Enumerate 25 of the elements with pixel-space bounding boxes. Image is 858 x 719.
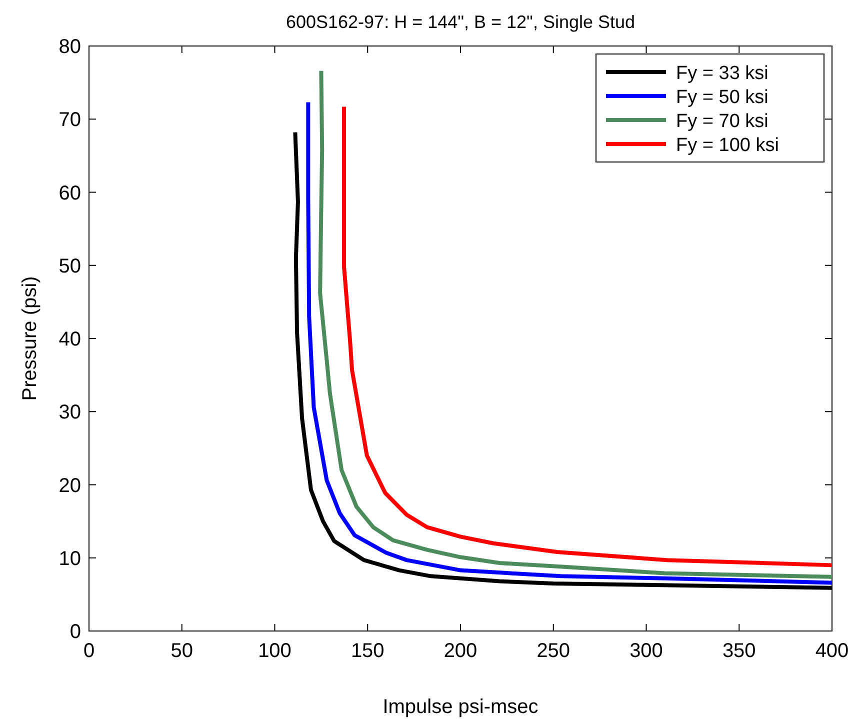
x-tick-label: 200: [444, 640, 478, 662]
legend-label: Fy = 100 ksi: [676, 135, 779, 156]
y-tick-label: 0: [70, 621, 81, 643]
legend-label: Fy = 50 ksi: [676, 87, 768, 108]
x-tick-label: 100: [258, 640, 292, 662]
y-axis-title: Pressure (psi): [19, 276, 41, 401]
x-tick-label: 50: [170, 640, 193, 662]
y-tick-label: 70: [58, 109, 81, 132]
x-tick-label: 250: [536, 640, 570, 662]
x-axis-title: Impulse psi-msec: [382, 696, 538, 718]
y-tick-label: 60: [58, 182, 81, 204]
x-tick-label: 400: [815, 640, 849, 662]
y-tick-label: 30: [58, 402, 81, 424]
legend-label: Fy = 70 ksi: [676, 111, 768, 132]
x-tick-label: 150: [350, 640, 384, 662]
legend-label: Fy = 33 ksi: [676, 63, 768, 84]
chart-title: 600S162-97: H = 144", B = 12", Single Stud: [286, 12, 636, 32]
y-tick-label: 80: [58, 36, 81, 58]
x-tick-label: 350: [722, 640, 756, 662]
y-tick-label: 50: [58, 255, 81, 278]
x-tick-label: 300: [630, 640, 663, 662]
y-tick-label: 40: [58, 328, 81, 350]
x-tick-label: 0: [83, 640, 95, 662]
y-tick-label: 10: [58, 548, 81, 570]
y-tick-label: 20: [58, 474, 81, 497]
